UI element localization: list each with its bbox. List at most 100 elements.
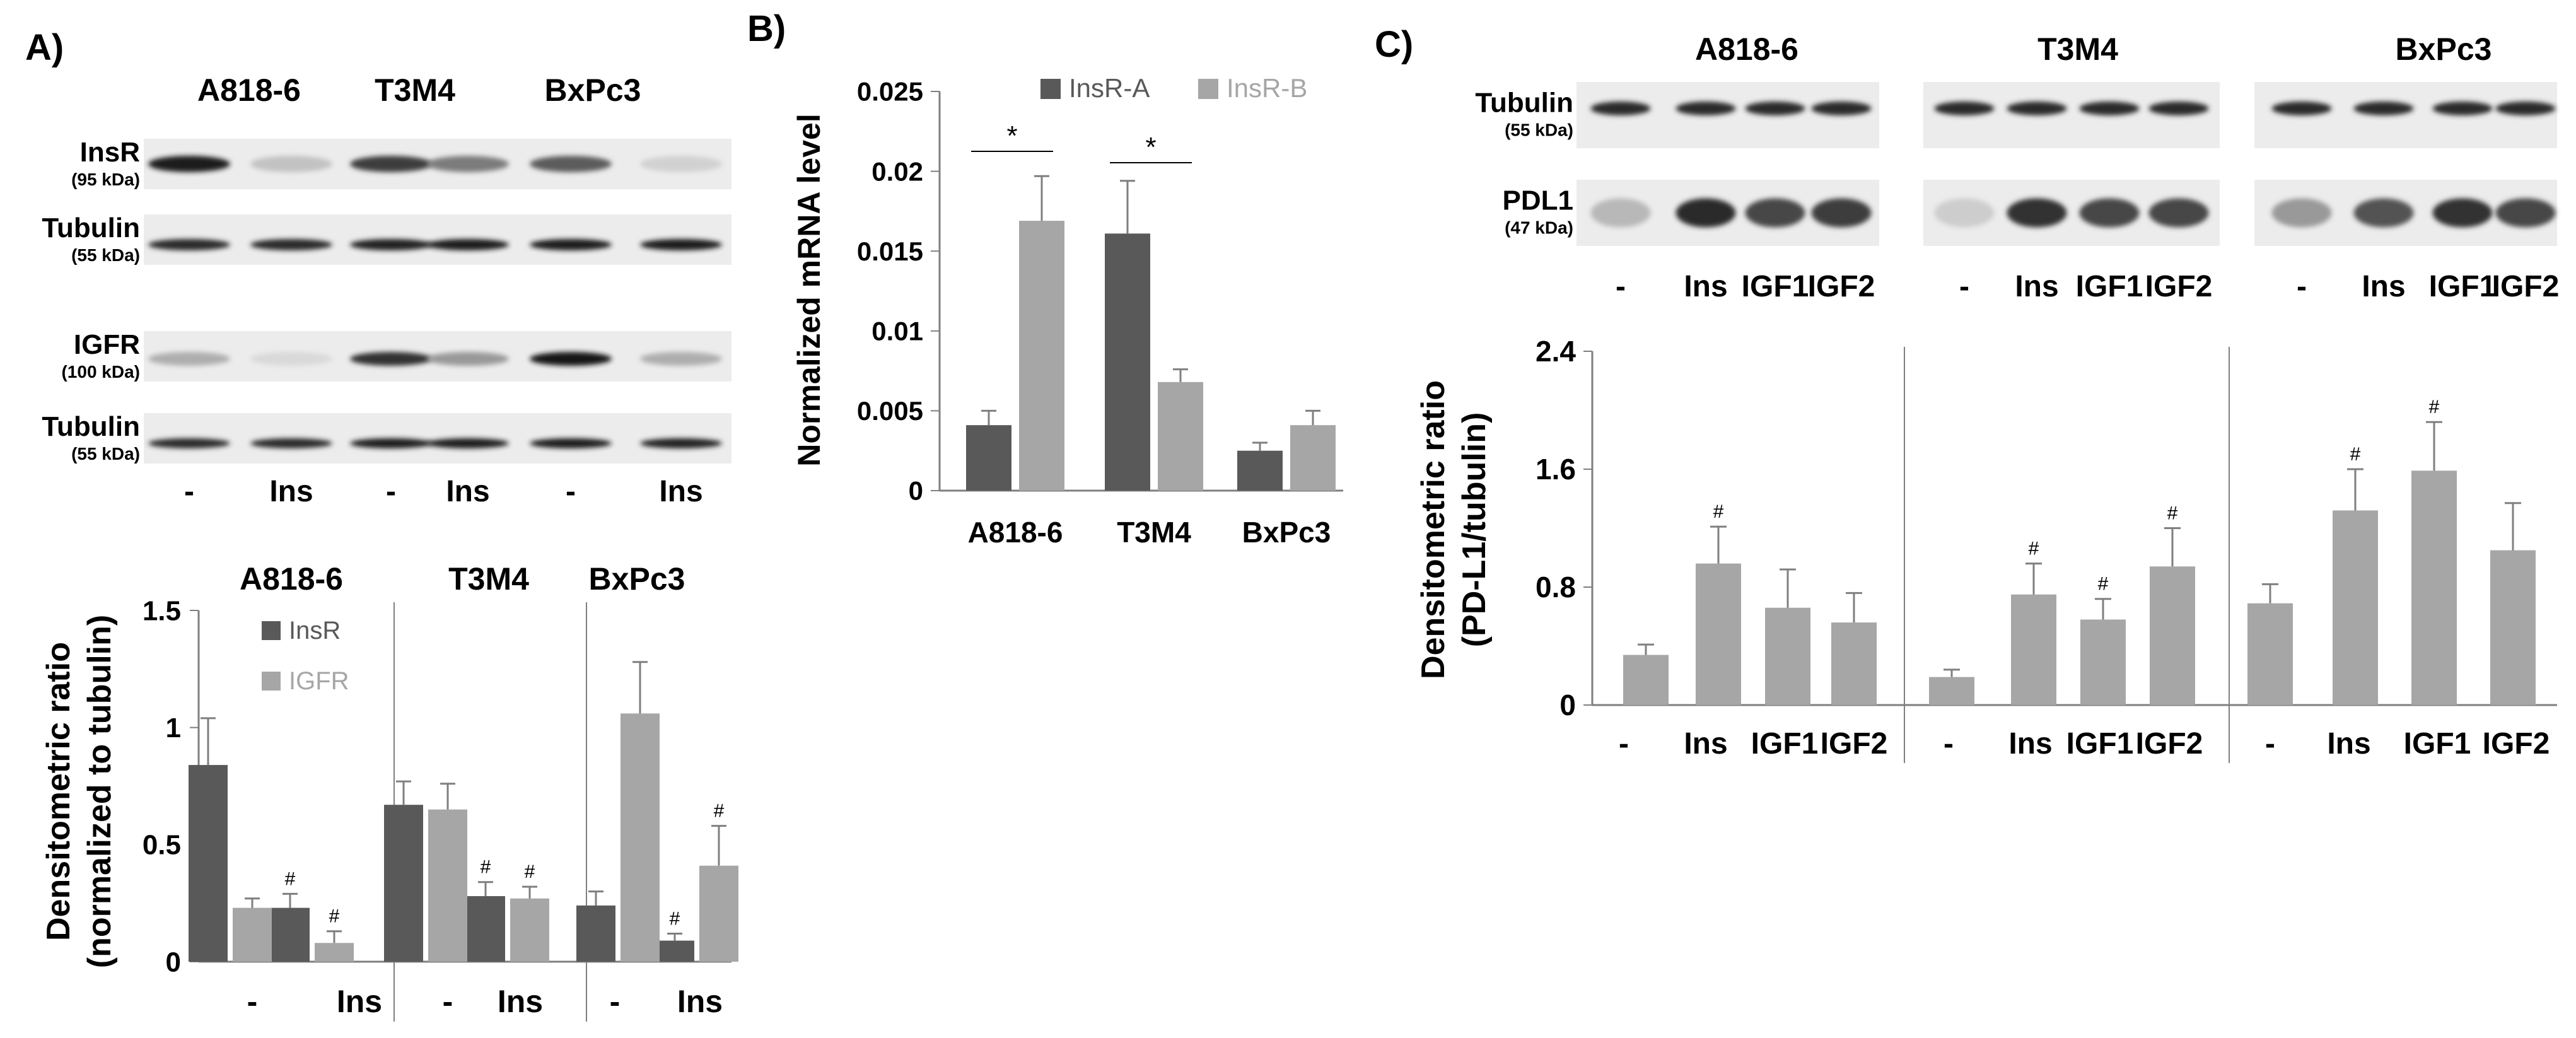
y-axis-title-line2: (normalized to tubulin) xyxy=(81,615,118,968)
blot-band xyxy=(427,352,509,366)
blot-band xyxy=(250,239,332,250)
bar-igfr-1 xyxy=(315,943,354,962)
blot-band xyxy=(2148,198,2209,228)
blot-band xyxy=(1590,102,1651,115)
western-blot-c: A818-6 T3M4 BxPc3 Tubulin (55 kDa) PDL1 (47 kD… xyxy=(1475,32,2559,303)
blot-band xyxy=(2353,198,2414,228)
bar-insr-a-2 xyxy=(1237,450,1283,491)
blot-band xyxy=(1590,198,1651,228)
x-category-label: Ins xyxy=(2008,727,2052,761)
blot-band xyxy=(530,156,612,172)
y-tick-label: 0.015 xyxy=(857,236,923,266)
x-category-label: A818-6 xyxy=(968,516,1063,549)
bar-insr-1 xyxy=(271,907,310,962)
blot-kda-label: (55 kDa) xyxy=(1505,120,1573,139)
x-category-label: IGF2 xyxy=(1821,727,1888,761)
significance-mark: # xyxy=(525,861,535,882)
significance-mark: # xyxy=(2029,539,2039,559)
blot-lane-label: Ins xyxy=(659,475,702,508)
y-axis-title: Densitometric ratio xyxy=(40,642,77,941)
blot-protein-label: Tubulin xyxy=(42,213,140,243)
blot-lane-label: Ins xyxy=(2015,270,2058,303)
blot-band xyxy=(640,156,722,172)
blot-band xyxy=(2495,198,2556,228)
blot-band xyxy=(148,239,230,250)
blot-band xyxy=(640,438,722,448)
blot-band xyxy=(2007,102,2067,115)
bar-pdl1-10 xyxy=(2411,470,2457,705)
y-axis-title: Densitometric ratio xyxy=(1415,380,1452,679)
bar-pdl1-2 xyxy=(1765,607,1810,705)
blot-band xyxy=(640,352,722,366)
blot-band xyxy=(530,352,612,366)
panel-label-b: B) xyxy=(747,8,786,49)
blot-band xyxy=(1676,198,1736,228)
blot-band xyxy=(250,352,332,366)
bar-chart-c: 00.81.62.4######- Ins IGF1 IGF2- Ins IGF1 IGF2… xyxy=(1415,335,2557,763)
blot-band xyxy=(1811,198,1872,228)
y-axis-title-line2: (PD-L1/tubulin) xyxy=(1456,412,1493,648)
blot-band xyxy=(350,352,432,366)
bar-pdl1-0 xyxy=(1623,655,1669,705)
bar-pdl1-9 xyxy=(2333,510,2378,705)
blot-band xyxy=(250,156,332,172)
y-tick-label: 1.5 xyxy=(143,595,181,626)
bar-chart-b: 0 0.005 0.01 0.015 0.02 0.025 A818-6 T3M4 BxPc3 *… xyxy=(791,73,1343,549)
blot-band xyxy=(250,438,332,448)
bar-insr-b-0 xyxy=(1019,221,1064,491)
blot-lane-label: IGF2 xyxy=(2145,270,2213,303)
significance-mark: # xyxy=(670,908,680,929)
bar-insr-b-1 xyxy=(1158,382,1203,491)
bar-pdl1-6 xyxy=(2080,619,2126,705)
significance-mark: # xyxy=(285,868,296,889)
y-tick-label: 0.5 xyxy=(143,830,181,861)
y-tick-label: 0.025 xyxy=(857,77,923,107)
blot-band xyxy=(148,352,230,366)
bar-insr-2 xyxy=(384,805,423,962)
x-category-label: IGF2 xyxy=(2136,727,2203,761)
bar-insr-5 xyxy=(655,940,694,962)
bar-igfr-0 xyxy=(233,907,272,962)
y-tick-label: 0 xyxy=(1559,689,1576,721)
blot-band xyxy=(427,156,509,172)
significance-mark: # xyxy=(1713,501,1724,522)
blot-band xyxy=(530,239,612,250)
x-category-label: - xyxy=(443,984,453,1019)
y-axis-title: Normalized mRNA level xyxy=(791,114,827,466)
x-category-label: - xyxy=(247,984,258,1019)
bar-pdl1-4 xyxy=(1929,677,1974,705)
bar-pdl1-11 xyxy=(2490,550,2536,705)
bar-insr-b-2 xyxy=(1290,425,1336,491)
blot-kda-label: (47 kDa) xyxy=(1505,218,1573,237)
blot-lane-label: IGF2 xyxy=(1808,270,1875,303)
blot-band xyxy=(2271,198,2332,228)
blot-band xyxy=(350,156,432,172)
significance-mark: # xyxy=(714,801,725,822)
group-label: A818-6 xyxy=(240,561,343,597)
blot-kda-label: (95 kDa) xyxy=(71,170,140,189)
bar-insr-0 xyxy=(189,765,228,962)
bar-insr-3 xyxy=(466,896,505,962)
significance-mark: # xyxy=(481,857,491,878)
bar-pdl1-7 xyxy=(2150,566,2195,705)
blot-lane-label: - xyxy=(1616,270,1626,303)
blot-band xyxy=(350,438,432,448)
blot-band xyxy=(2079,198,2140,228)
blot-cell-line-label: A818-6 xyxy=(1695,32,1798,67)
blot-band xyxy=(1934,102,1995,115)
blot-lane-label: - xyxy=(1959,270,1969,303)
significance-star: * xyxy=(1145,132,1156,163)
blot-cell-line-label: T3M4 xyxy=(2037,32,2118,67)
legend-label: InsR-A xyxy=(1069,73,1150,103)
significance-mark: # xyxy=(2098,574,2109,595)
x-category-label: IGF2 xyxy=(2483,727,2550,761)
bar-igfr-2 xyxy=(428,809,467,962)
blot-band xyxy=(2271,102,2332,115)
x-category-label: Ins xyxy=(1684,727,1727,761)
x-category-label: Ins xyxy=(498,984,543,1019)
blot-strip xyxy=(504,413,731,464)
x-category-label: IGF1 xyxy=(1751,727,1819,761)
blot-lane-label: IGF1 xyxy=(2429,270,2497,303)
